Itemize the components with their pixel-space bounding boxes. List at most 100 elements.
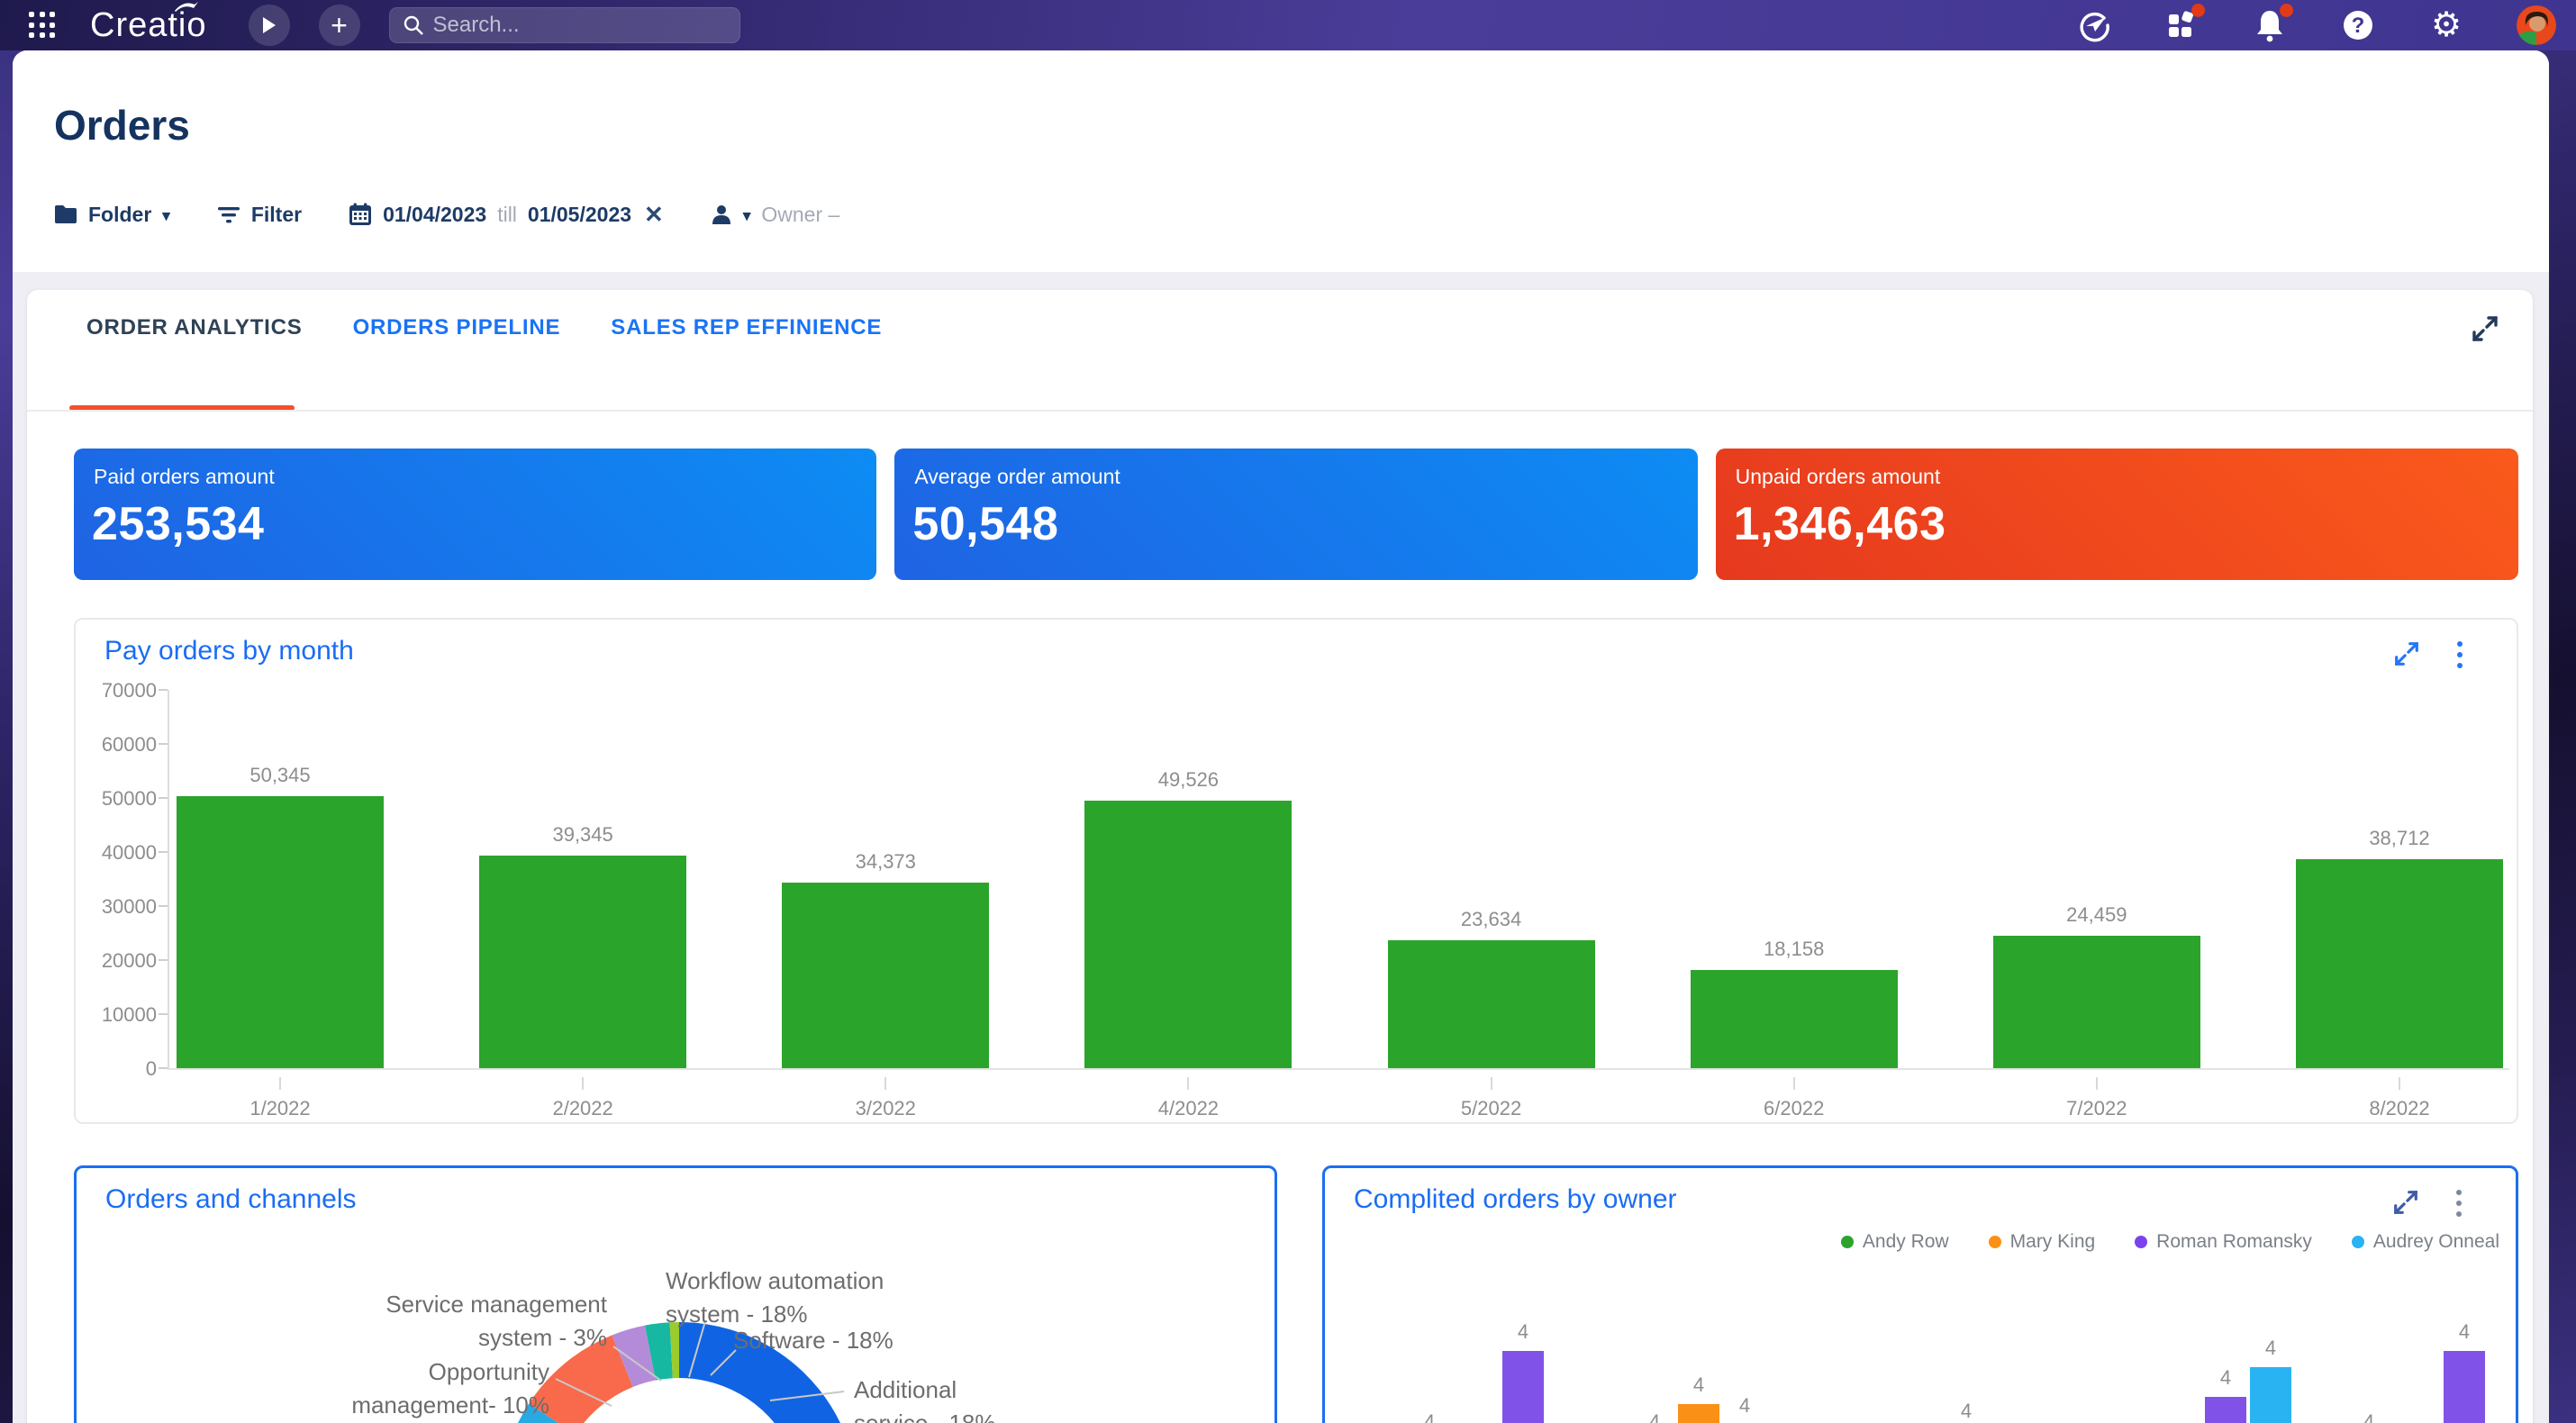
legend-item-mary-king[interactable]: Mary King — [1988, 1231, 2095, 1253]
tab-order-analytics[interactable]: ORDER ANALYTICS — [86, 315, 303, 340]
widget-expand-button[interactable] — [2391, 1188, 2420, 1221]
user-avatar[interactable] — [2517, 5, 2556, 45]
month-bar[interactable] — [782, 882, 990, 1068]
apps-icon — [2169, 11, 2193, 37]
bar-value-label: 38,712 — [2369, 826, 2430, 849]
bar-value-label: 4 — [2458, 1320, 2471, 1343]
completed-orders-by-owner-card: Complited orders by owner Andy Row Mary K… — [1322, 1165, 2518, 1423]
x-category-label: 4/2022 — [1157, 1097, 1220, 1119]
tab-sales-rep-effinience[interactable]: SALES REP EFFINIENCE — [611, 315, 883, 340]
global-search[interactable] — [388, 7, 740, 43]
x-category-label: 2/2022 — [552, 1097, 613, 1119]
channels-donut-chart: Workflow automation system - 18% Service m… — [77, 1168, 1274, 1423]
bar-value-label: 49,526 — [1157, 767, 1220, 791]
kpi-label: Paid orders amount — [94, 465, 275, 488]
process-play-button[interactable] — [248, 5, 290, 46]
legend-dot — [2135, 1236, 2148, 1248]
donut-slice-label: Software - 18% — [733, 1324, 893, 1357]
owner-bar[interactable] — [1502, 1351, 1544, 1423]
month-bar[interactable] — [1084, 800, 1293, 1068]
creatio-logo: Creatio — [90, 1, 207, 45]
search-icon — [404, 15, 423, 35]
label-leader-line — [769, 1391, 845, 1401]
dashboard-expand-button[interactable] — [2470, 313, 2500, 349]
kpi-value: 1,346,463 — [1733, 498, 1946, 550]
widget-expand-button[interactable] — [2392, 639, 2421, 673]
bar-value-label: 4 — [1738, 1394, 1751, 1417]
bar-value-label: 18,158 — [1764, 938, 1825, 961]
donut-segment-workflow-automation-system[interactable] — [645, 1322, 674, 1381]
logo-swoosh-icon — [174, 1, 198, 12]
y-tick-mark — [159, 1067, 168, 1069]
notifications-button[interactable] — [2252, 4, 2293, 43]
owner-bar[interactable] — [1678, 1404, 1719, 1423]
bar-value-label: 4 — [2219, 1366, 2232, 1389]
date-from: 01/04/2023 — [383, 202, 487, 226]
label-leader-line — [555, 1378, 612, 1407]
filter-label: Filter — [250, 202, 303, 226]
y-tick-label: 30000 — [101, 895, 157, 918]
settings-button[interactable]: ⚙ — [2428, 7, 2464, 43]
kpi-value: 253,534 — [92, 498, 265, 550]
tab-bar: ORDER ANALYTICS ORDERS PIPELINE SALES REP … — [86, 315, 882, 340]
month-bar[interactable] — [479, 855, 687, 1068]
kpi-unpaid-orders-amount[interactable]: Unpaid orders amount 1,346,463 — [1715, 449, 2518, 580]
bar-value-label: 4 — [1692, 1373, 1705, 1396]
legend-item-andy-row[interactable]: Andy Row — [1840, 1231, 1949, 1253]
tab-orders-pipeline[interactable]: ORDERS PIPELINE — [352, 315, 561, 340]
expand-icon — [2394, 1191, 2417, 1214]
donut-label-line: system - 18% — [666, 1301, 808, 1328]
help-button[interactable]: ? — [2340, 7, 2376, 43]
owner-filter[interactable]: ▾ Owner – — [711, 203, 839, 227]
kpi-paid-orders-amount[interactable]: Paid orders amount 253,534 — [74, 449, 877, 580]
owner-bar[interactable] — [2250, 1367, 2291, 1423]
owner-bar[interactable] — [2205, 1397, 2246, 1423]
month-bar[interactable] — [1690, 970, 1898, 1068]
widget-menu-button[interactable] — [2457, 641, 2463, 668]
y-tick-label: 50000 — [101, 787, 157, 810]
donut-segment-service-management-system[interactable] — [612, 1325, 657, 1388]
x-category-label: 8/2022 — [2369, 1097, 2430, 1119]
notifications-badge — [2280, 4, 2293, 17]
bar-value-label: 23,634 — [1460, 908, 1522, 931]
owner-bar[interactable] — [2444, 1351, 2485, 1423]
donut-segment-additional-service[interactable] — [678, 1322, 840, 1423]
filter-icon — [217, 207, 240, 223]
folder-filter[interactable]: Folder ▾ — [54, 203, 170, 227]
clear-date-filter-button[interactable]: ✕ — [644, 200, 664, 228]
bar-value-label: 4 — [1648, 1410, 1661, 1423]
label-leader-line — [688, 1320, 706, 1378]
legend-dot — [2351, 1236, 2364, 1248]
filter-toolbar: Folder ▾ Filter — [54, 196, 839, 232]
add-new-button[interactable]: + — [318, 5, 360, 46]
donut-label-line: Service management — [385, 1291, 607, 1318]
legend-label: Andy Row — [1862, 1231, 1949, 1252]
month-bar[interactable] — [1992, 936, 2200, 1068]
expand-icon — [2395, 642, 2418, 666]
filter-button[interactable]: Filter — [217, 203, 302, 227]
copilot-button[interactable] — [2075, 7, 2111, 43]
search-input[interactable] — [432, 13, 703, 38]
marketplace-button[interactable] — [2163, 4, 2205, 43]
x-tick-mark — [279, 1077, 281, 1090]
expand-icon — [2472, 316, 2498, 341]
legend-item-roman-romansky[interactable]: Roman Romansky — [2135, 1231, 2312, 1253]
x-category-label: 6/2022 — [1764, 1097, 1825, 1119]
x-tick-mark — [884, 1077, 887, 1090]
month-bar[interactable] — [1387, 940, 1595, 1068]
page-header: Orders Folder ▾ Filter — [13, 50, 2549, 272]
kpi-value: 50,548 — [912, 498, 1059, 550]
gear-icon: ⚙ — [2430, 6, 2463, 44]
orders-and-channels-card: Orders and channels Workflow automation s… — [74, 1165, 1277, 1423]
donut-label-line: Software - 18% — [733, 1327, 893, 1354]
donut-segment-opportunity-management[interactable] — [529, 1335, 634, 1423]
app-launcher-icon[interactable] — [29, 12, 56, 39]
widget-menu-button[interactable] — [2456, 1190, 2462, 1217]
month-bar[interactable] — [2295, 858, 2503, 1068]
month-bar[interactable] — [177, 795, 384, 1068]
kpi-average-order-amount[interactable]: Average order amount 50,548 — [894, 449, 1698, 580]
legend-item-audrey-onneal[interactable]: Audrey Onneal — [2351, 1231, 2499, 1253]
chevron-down-icon: ▾ — [742, 206, 751, 224]
date-range-filter[interactable]: 01/04/2023 till 01/05/2023 — [349, 203, 631, 227]
y-tick-label: 60000 — [101, 733, 157, 756]
